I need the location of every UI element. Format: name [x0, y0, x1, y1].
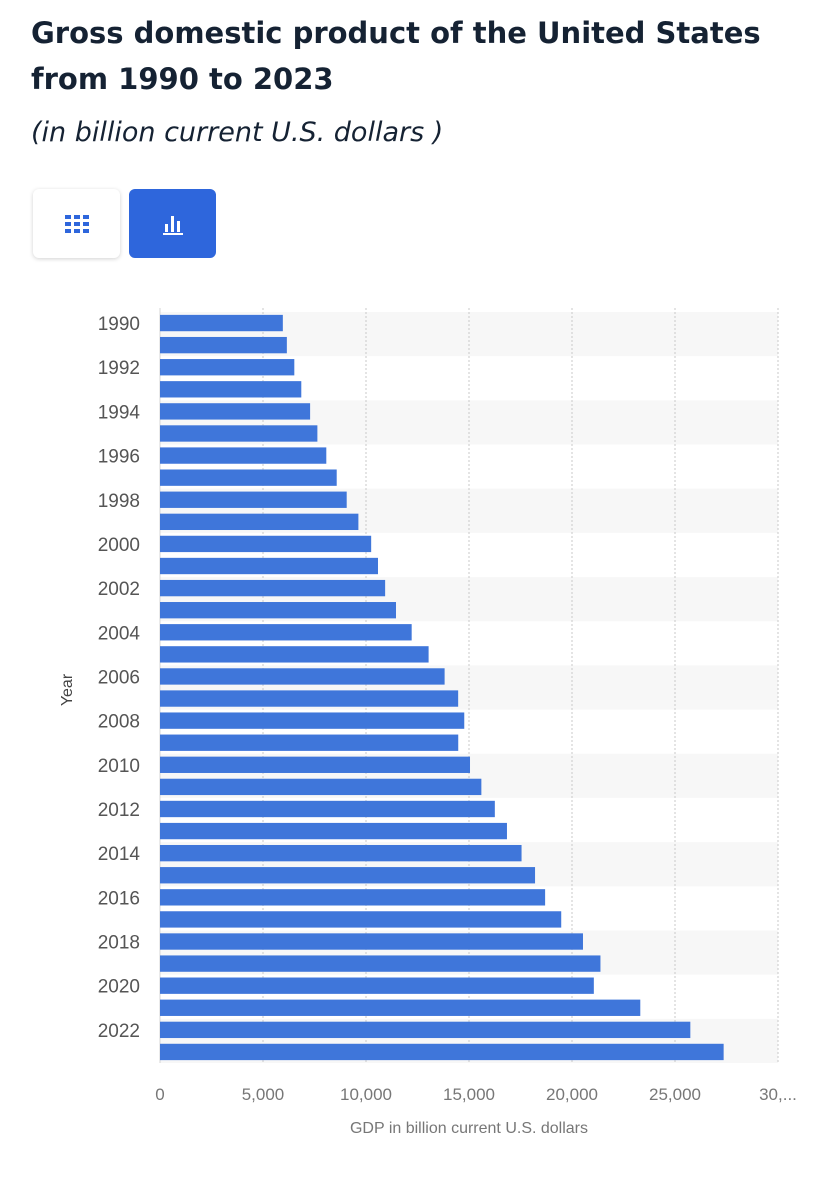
x-tick-labels: 0 5,000 10,000 15,000 20,000 25,000 30,...	[155, 1085, 797, 1104]
chart-area: 1990 1992 1994 1996 1998 2000 2002 2004 2006 2008…	[0, 290, 817, 1160]
x-tick-label: 5,000	[242, 1085, 285, 1104]
y-tick-label: 2006	[98, 667, 140, 688]
bar-2023[interactable]	[160, 1043, 724, 1061]
table-icon	[64, 214, 89, 233]
y-tick-label: 2018	[98, 933, 140, 954]
bars	[160, 314, 724, 1061]
bar-2009[interactable]	[160, 734, 459, 751]
bar-2014[interactable]	[160, 844, 522, 862]
bar-chart-icon	[162, 215, 183, 235]
bar-2000[interactable]	[160, 535, 372, 553]
bar-2012[interactable]	[160, 800, 495, 818]
bar-2020[interactable]	[160, 977, 594, 994]
chart-view-button[interactable]	[129, 189, 216, 258]
bar-2015[interactable]	[160, 867, 536, 884]
y-tick-label: 1992	[98, 358, 140, 379]
bar-1990[interactable]	[160, 314, 283, 332]
y-tick-label: 1994	[98, 402, 141, 423]
bar-2002[interactable]	[160, 579, 386, 597]
bar-1996[interactable]	[160, 447, 327, 464]
y-tick-labels: 1990 1992 1994 1996 1998 2000 2002 2004 2006 2008…	[98, 314, 141, 1042]
bar-1997[interactable]	[160, 469, 337, 486]
y-tick-label: 2010	[98, 756, 140, 777]
bar-1992[interactable]	[160, 359, 295, 376]
bar-2005[interactable]	[160, 646, 429, 663]
x-tick-label: 10,000	[340, 1085, 392, 1104]
bar-2019[interactable]	[160, 955, 601, 972]
y-tick-label: 1998	[98, 491, 140, 512]
y-tick-label: 2004	[98, 623, 141, 644]
bar-1994[interactable]	[160, 403, 311, 420]
bar-2018[interactable]	[160, 933, 583, 950]
bar-2010[interactable]	[160, 756, 471, 773]
bar-2006[interactable]	[160, 668, 445, 685]
y-tick-label: 2016	[98, 888, 140, 909]
bar-1993[interactable]	[160, 381, 302, 398]
x-tick-label: 15,000	[443, 1085, 495, 1104]
bar-2022[interactable]	[160, 1021, 691, 1039]
x-tick-label: 20,000	[546, 1085, 598, 1104]
x-tick-label: 30,...	[759, 1085, 797, 1104]
y-tick-label: 2012	[98, 800, 140, 821]
bar-1991[interactable]	[160, 336, 287, 354]
y-tick-label: 1990	[98, 314, 140, 335]
y-tick-label: 2002	[98, 579, 140, 600]
y-tick-label: 2022	[98, 1021, 140, 1042]
x-axis-title: GDP in billion current U.S. dollars	[350, 1120, 588, 1137]
bar-2011[interactable]	[160, 778, 482, 796]
y-tick-label: 2020	[98, 977, 140, 998]
table-view-button[interactable]	[33, 189, 120, 258]
bar-1998[interactable]	[160, 491, 347, 508]
bar-2003[interactable]	[160, 602, 396, 619]
bar-2008[interactable]	[160, 712, 465, 729]
bar-2021[interactable]	[160, 999, 641, 1016]
bar-1995[interactable]	[160, 425, 318, 442]
page-subtitle: (in billion current U.S. dollars )	[31, 117, 444, 148]
bar-2007[interactable]	[160, 690, 459, 707]
bar-2004[interactable]	[160, 624, 412, 641]
y-tick-label: 2014	[98, 844, 141, 865]
bar-2001[interactable]	[160, 557, 378, 575]
gdp-bar-chart: 1990 1992 1994 1996 1998 2000 2002 2004 2006 2008…	[59, 308, 797, 1137]
page-title: Gross domestic product of the United Sta…	[31, 16, 761, 96]
bar-2017[interactable]	[160, 911, 562, 928]
bar-2013[interactable]	[160, 822, 507, 840]
bar-1999[interactable]	[160, 513, 359, 531]
x-tick-label: 25,000	[649, 1085, 701, 1104]
y-tick-label: 1996	[98, 447, 140, 468]
y-axis-title: Year	[59, 673, 76, 706]
y-tick-label: 2000	[98, 535, 140, 556]
y-tick-label: 2008	[98, 712, 140, 733]
bar-2016[interactable]	[160, 889, 546, 906]
x-tick-label: 0	[155, 1085, 164, 1104]
